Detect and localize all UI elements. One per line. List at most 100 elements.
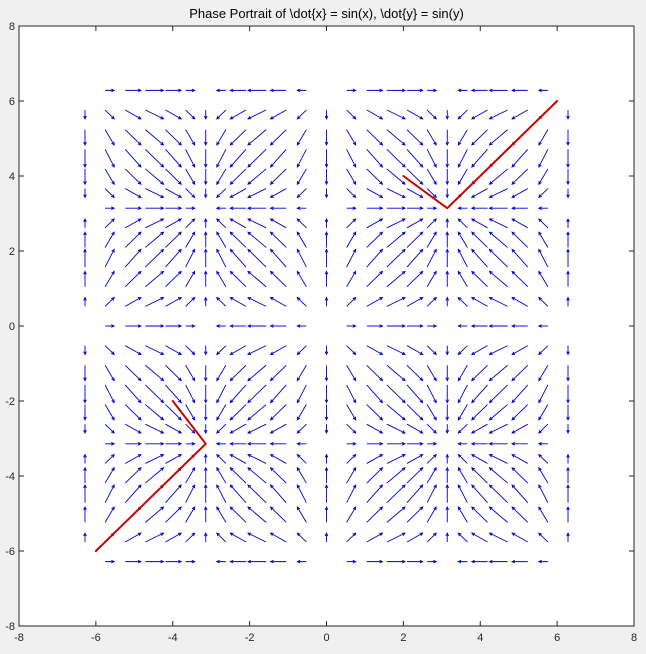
field-arrow bbox=[538, 149, 549, 168]
trajectory-2 bbox=[402, 100, 559, 210]
field-arrow bbox=[246, 559, 267, 564]
field-arrow bbox=[366, 218, 384, 229]
field-arrow bbox=[366, 404, 384, 421]
field-arrow bbox=[203, 532, 208, 542]
field-arrow bbox=[185, 296, 196, 307]
field-arrow bbox=[104, 484, 115, 503]
field-arrow bbox=[229, 206, 246, 210]
field-arrow bbox=[488, 559, 508, 564]
field-arrow bbox=[346, 559, 357, 564]
x-tick-label: 8 bbox=[631, 632, 637, 644]
field-arrow bbox=[488, 345, 508, 355]
field-arrow bbox=[185, 559, 196, 564]
field-arrow bbox=[488, 324, 508, 328]
field-arrow bbox=[457, 231, 468, 248]
field-arrow bbox=[185, 506, 196, 523]
field-arrow bbox=[457, 296, 468, 307]
field-arrow bbox=[203, 110, 208, 120]
field-arrow bbox=[538, 404, 549, 421]
field-arrow bbox=[216, 231, 227, 248]
field-arrow bbox=[203, 270, 208, 287]
field-arrow bbox=[104, 270, 115, 287]
field-arrow bbox=[426, 168, 437, 186]
field-arrow bbox=[366, 168, 384, 185]
field-arrow bbox=[125, 345, 142, 355]
field-arrow bbox=[488, 467, 508, 484]
field-arrow bbox=[511, 248, 529, 268]
field-arrow bbox=[457, 559, 468, 564]
field-arrow bbox=[104, 365, 115, 382]
x-tick-label: 6 bbox=[554, 632, 560, 644]
field-arrow bbox=[470, 559, 488, 564]
field-arrow bbox=[324, 453, 329, 464]
field-arrow bbox=[216, 423, 227, 434]
field-arrow bbox=[471, 364, 488, 382]
field-arrow bbox=[247, 231, 267, 248]
field-arrow bbox=[566, 168, 570, 186]
field-arrow bbox=[216, 168, 227, 186]
field-arrow bbox=[537, 559, 548, 564]
chart-title: Phase Portrait of \dot{x} = sin(x), \dot… bbox=[189, 6, 464, 21]
field-arrow bbox=[471, 404, 488, 421]
field-arrow bbox=[229, 404, 247, 421]
field-arrow bbox=[324, 296, 329, 307]
field-arrow bbox=[346, 384, 357, 404]
field-arrow bbox=[247, 148, 267, 168]
field-arrow bbox=[83, 345, 87, 356]
field-arrow bbox=[229, 231, 247, 248]
field-arrow bbox=[406, 423, 424, 434]
x-tick-label: -4 bbox=[168, 632, 178, 644]
field-arrow bbox=[124, 168, 142, 185]
field-arrow bbox=[445, 296, 450, 307]
field-arrow bbox=[406, 248, 424, 268]
field-arrow bbox=[537, 324, 548, 328]
field-arrow bbox=[366, 442, 384, 446]
field-arrow bbox=[247, 384, 267, 404]
field-arrow bbox=[386, 324, 407, 328]
field-arrow bbox=[488, 484, 508, 504]
y-tick-label: 2 bbox=[9, 246, 15, 258]
field-arrow bbox=[203, 248, 208, 268]
field-arrow bbox=[566, 532, 570, 542]
field-arrow bbox=[124, 467, 142, 484]
field-arrow bbox=[457, 365, 468, 382]
field-arrow bbox=[247, 248, 267, 268]
field-arrow bbox=[165, 129, 182, 146]
field-arrow bbox=[488, 364, 508, 382]
field-arrow bbox=[185, 248, 196, 268]
field-arrow bbox=[203, 484, 208, 503]
field-arrow bbox=[216, 296, 227, 307]
field-arrow bbox=[488, 168, 508, 185]
field-arrow bbox=[269, 454, 287, 464]
field-arrow bbox=[406, 188, 424, 198]
field-arrow bbox=[216, 188, 227, 199]
field-arrow bbox=[296, 466, 307, 484]
field-arrow bbox=[406, 506, 424, 523]
field-arrow bbox=[165, 384, 182, 404]
field-arrow bbox=[386, 384, 406, 404]
field-arrow bbox=[386, 109, 406, 120]
field-arrow bbox=[83, 296, 87, 307]
field-arrow bbox=[125, 188, 142, 198]
field-arrow bbox=[538, 188, 549, 199]
field-arrow bbox=[124, 270, 142, 288]
field-arrow bbox=[124, 231, 142, 248]
field-arrow bbox=[296, 559, 307, 564]
field-arrow bbox=[445, 217, 450, 228]
field-arrow bbox=[247, 168, 267, 185]
field-arrow bbox=[470, 88, 488, 93]
field-arrow bbox=[165, 559, 183, 564]
field-arrow bbox=[346, 404, 357, 421]
field-arrow bbox=[406, 270, 424, 288]
field-arrow bbox=[366, 129, 384, 146]
field-arrow bbox=[566, 270, 570, 287]
field-arrow bbox=[445, 129, 450, 146]
field-arrow bbox=[346, 248, 357, 268]
field-arrow bbox=[125, 88, 142, 93]
field-arrow bbox=[104, 149, 115, 168]
field-arrow bbox=[247, 364, 267, 382]
field-arrow bbox=[203, 217, 208, 228]
field-arrow bbox=[366, 109, 384, 120]
field-arrow bbox=[247, 129, 267, 146]
field-arrow bbox=[104, 345, 115, 356]
